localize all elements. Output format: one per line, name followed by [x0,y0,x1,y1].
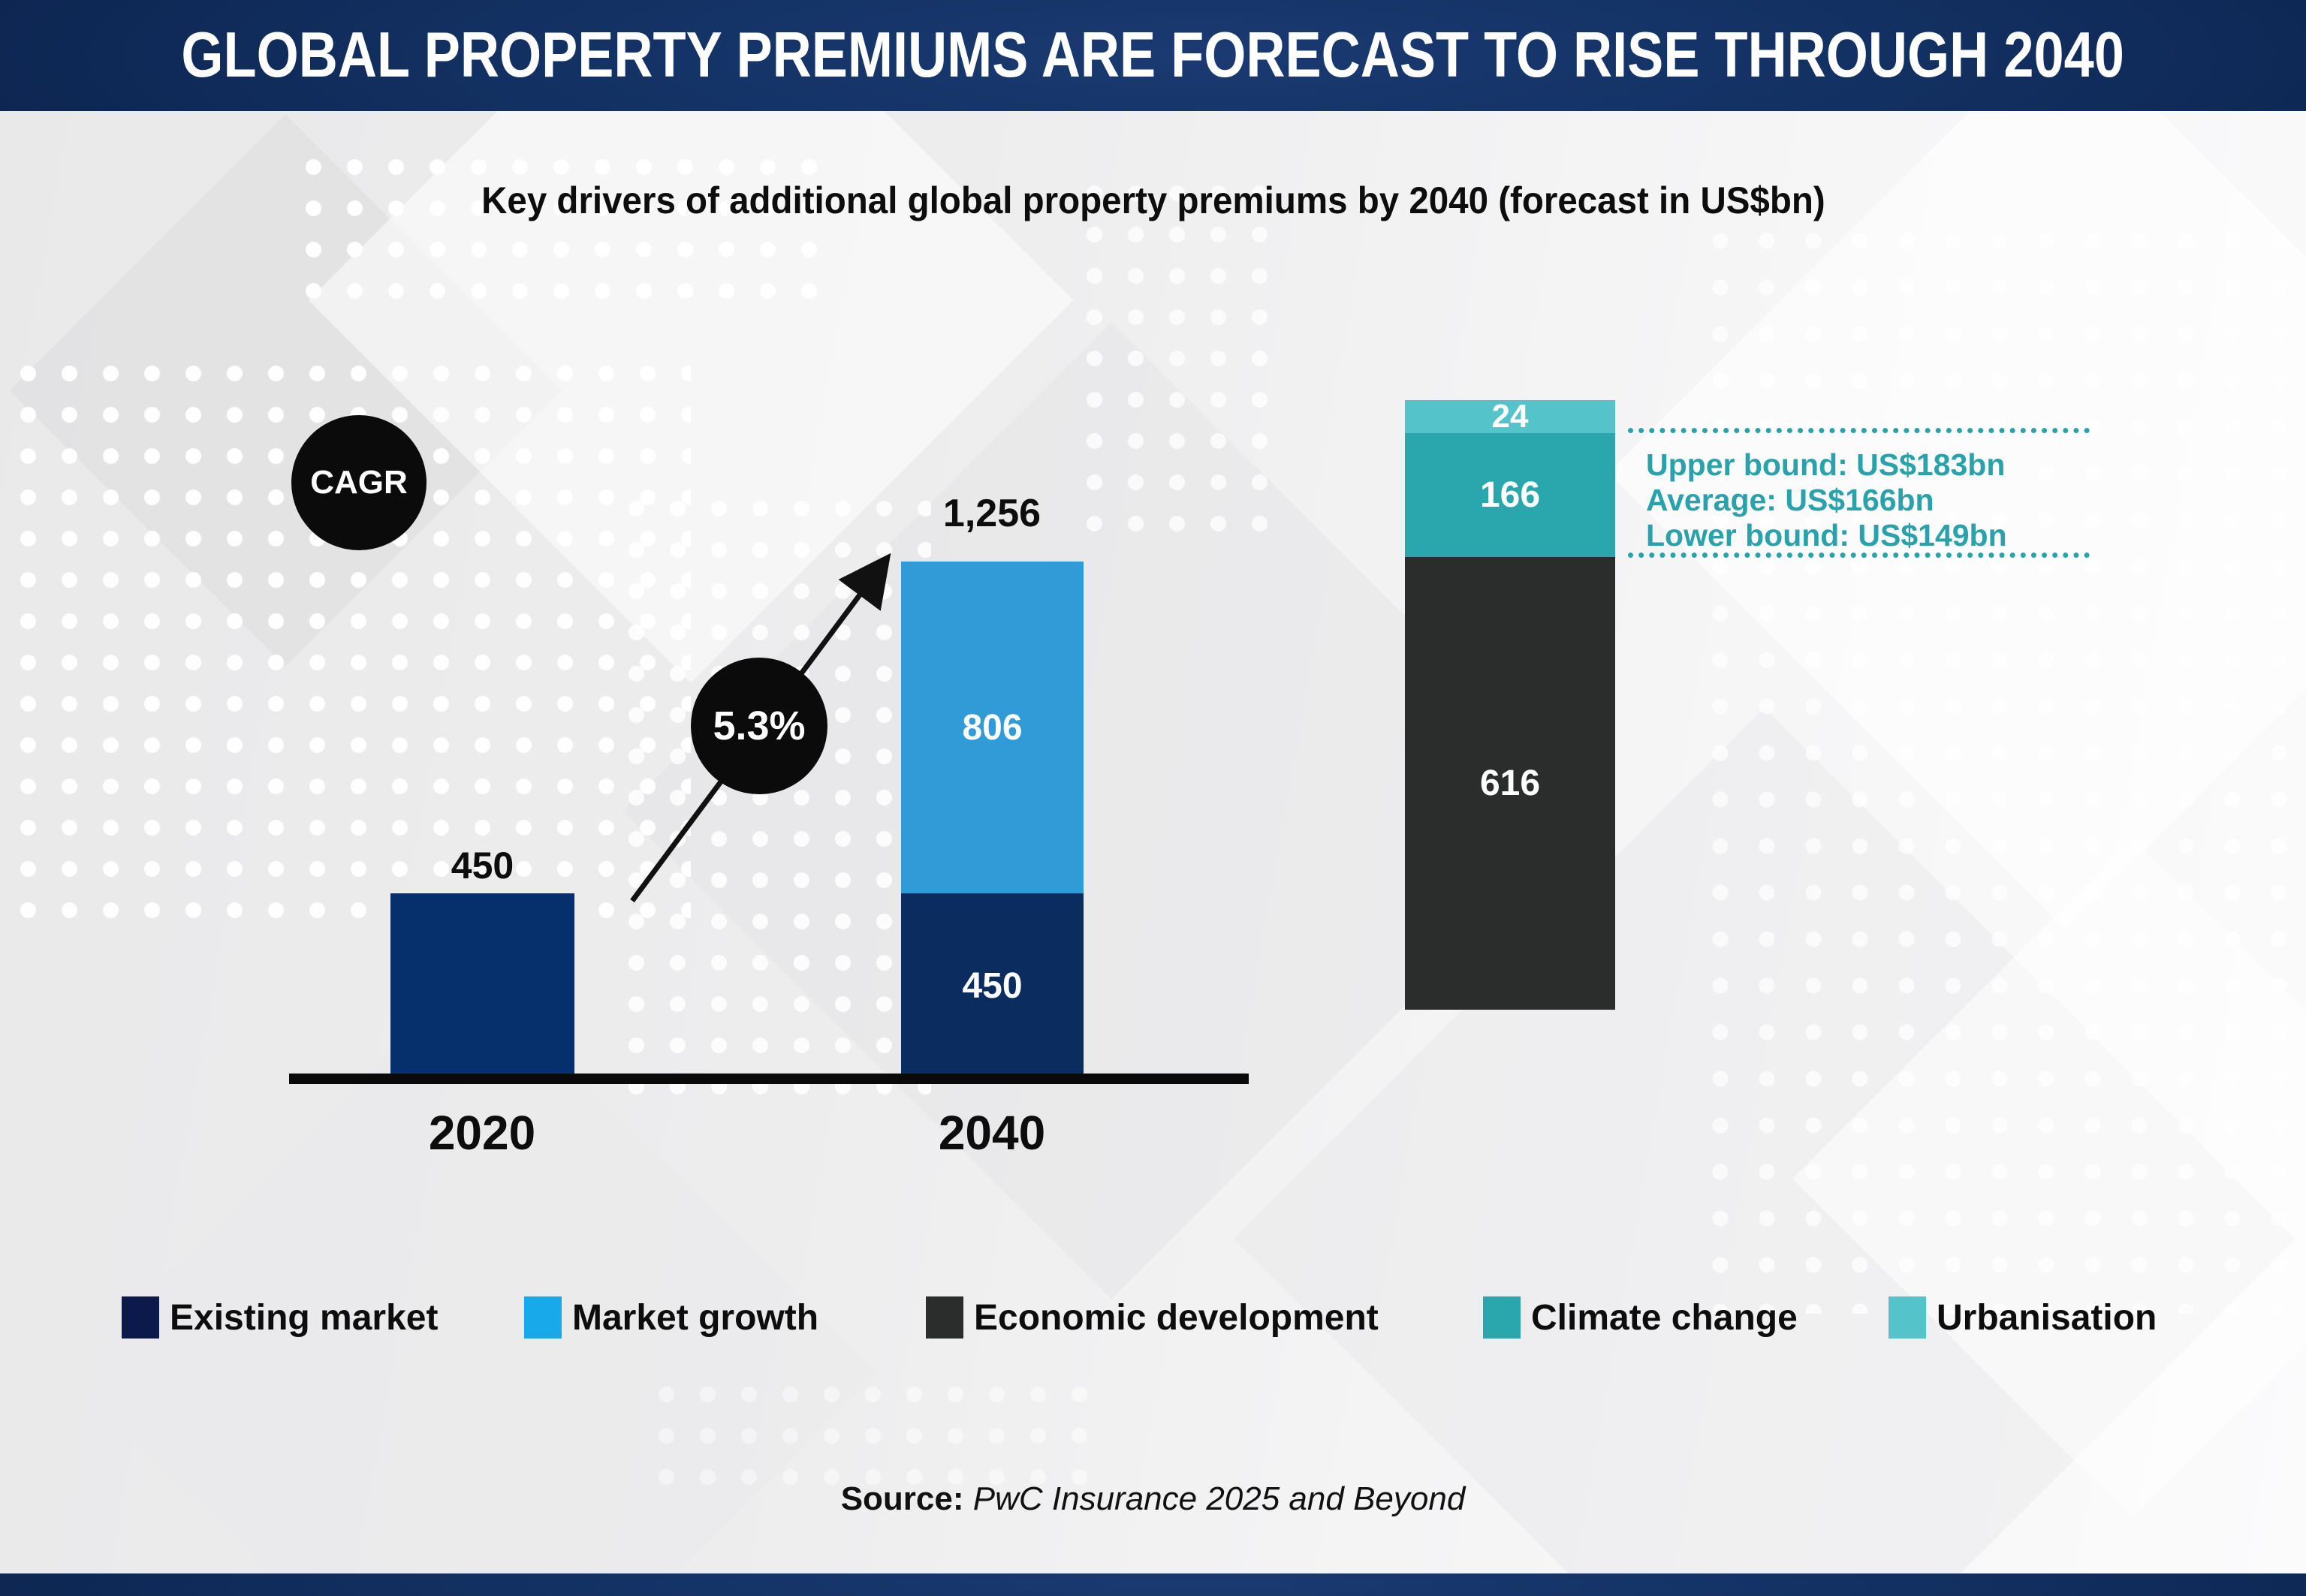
x-axis [289,1074,1249,1084]
bar-2040: 806 450 [901,562,1084,1079]
x-tick-2040: 2040 [938,1106,1046,1160]
legend-item-existing-market: Existing market [122,1296,438,1339]
cagr-badge: CAGR [291,415,427,550]
chart-subtitle: Key drivers of additional global propert… [481,179,1825,221]
source-text: PwC Insurance 2025 and Beyond [972,1480,1466,1517]
cagr-rate-badge: 5.3% [691,658,827,794]
legend-swatch-existing-market [122,1296,159,1339]
legend-swatch-market-growth [524,1296,562,1339]
background-diamond [1792,839,2306,1519]
existing-market-value: 450 [962,966,1023,1006]
legend-item-market-growth: Market growth [524,1296,818,1339]
legend-label: Market growth [572,1297,819,1338]
bar-2040-market-growth-segment: 806 [901,562,1084,893]
x-tick-2020: 2020 [428,1106,536,1160]
market-growth-value: 806 [962,707,1023,748]
average-text: Average: US$166bn [1646,483,1934,517]
bar-2020-total-label: 450 [451,845,514,887]
header-bar: GLOBAL PROPERTY PREMIUMS ARE FORECAST TO… [0,0,2306,111]
legend-label: Urbanisation [1937,1297,2157,1338]
source-prefix: Source: [840,1480,964,1517]
annotation-dotted-line-top [1628,428,2090,433]
source-line: Source: PwC Insurance 2025 and Beyond [0,1480,2306,1518]
page-title: GLOBAL PROPERTY PREMIUMS ARE FORECAST TO… [181,20,2125,91]
legend-label: Economic development [974,1297,1379,1338]
legend-swatch-economic-development [926,1296,963,1339]
climate-change-value: 166 [1479,475,1541,515]
bar-2020-existing-market [390,893,574,1079]
legend-label: Climate change [1531,1297,1798,1338]
climate-change-segment: 166 [1405,433,1615,557]
bar-2040-existing-market-segment: 450 [901,893,1084,1079]
legend-item-economic-development: Economic development [926,1296,1379,1339]
climate-bounds-annotation: Upper bound: US$183bn Average: US$166bn … [1646,447,2007,553]
drivers-stacked-bar: 24 166 616 [1405,398,1615,1010]
background-diamond [1233,707,2296,1596]
economic-development-value: 616 [1479,763,1541,803]
cagr-badge-label: CAGR [310,464,408,501]
upper-bound-text: Upper bound: US$183bn [1646,447,2006,482]
cagr-rate-value: 5.3% [713,703,806,748]
legend-label: Existing market [170,1297,439,1338]
dot-pattern [1074,173,1269,533]
legend-item-urbanisation: Urbanisation [1889,1296,2157,1339]
annotation-dotted-line-bottom [1628,553,2090,558]
urbanisation-value: 24 [1491,398,1529,435]
dot-pattern [646,1374,1111,1494]
dot-pattern [1697,218,2298,1314]
legend-swatch-climate-change [1483,1296,1521,1339]
lower-bound-text: Lower bound: US$149bn [1646,518,2007,553]
economic-development-segment: 616 [1405,557,1615,1010]
legend-swatch-urbanisation [1889,1296,1926,1339]
legend-item-climate-change: Climate change [1483,1296,1798,1339]
urbanisation-segment: 24 [1405,398,1615,435]
footer-bar [0,1573,2306,1596]
dot-pattern [293,146,833,319]
